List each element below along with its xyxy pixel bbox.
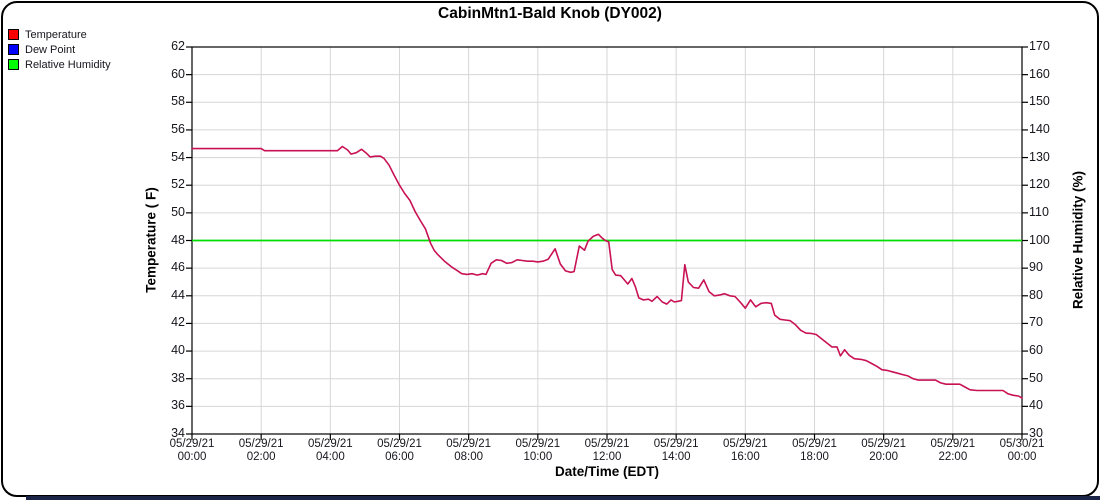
x-axis-title: Date/Time (EDT) (554, 464, 660, 479)
x-tick-time: 00:00 (1007, 451, 1037, 463)
left-axis-tick-label: 38 (171, 370, 185, 385)
legend-swatch-icon (8, 44, 19, 55)
left-axis-tick-label: 60 (171, 66, 185, 81)
left-axis-tick-label: 52 (171, 177, 185, 192)
x-axis-tick-label: 05/29/21 16:00 (705, 438, 785, 464)
x-axis-tick-label: 05/29/21 12:00 (567, 438, 647, 464)
x-tick-time: 06:00 (385, 451, 414, 463)
x-axis-tick-label: 05/29/21 00:00 (152, 438, 232, 464)
right-axis-tick-label: 110 (1029, 204, 1049, 219)
left-axis-tick-label: 50 (171, 204, 185, 219)
x-tick-date: 05/29/21 (930, 438, 976, 450)
x-tick-time: 04:00 (315, 451, 345, 463)
right-axis-tick-label: 50 (1029, 370, 1043, 385)
legend-item: Relative Humidity (8, 57, 111, 72)
legend-label: Temperature (25, 28, 87, 41)
chart-title: CabinMtn1-Bald Knob (DY002) (438, 5, 662, 22)
x-axis-tick-label: 05/29/21 06:00 (360, 438, 440, 464)
right-axis-tick-label: 140 (1029, 121, 1050, 136)
x-tick-time: 00:00 (177, 451, 207, 463)
x-tick-date: 05/29/21 (861, 438, 907, 450)
x-axis-tick-label: 05/29/21 04:00 (290, 438, 370, 464)
x-tick-date: 05/29/21 (792, 438, 837, 450)
x-tick-date: 05/29/21 (515, 438, 561, 450)
left-axis-tick-label: 44 (171, 287, 185, 302)
left-axis-tick-label: 34 (171, 426, 185, 440)
x-axis-tick-label: 05/29/21 20:00 (844, 438, 924, 464)
x-tick-time: 20:00 (869, 451, 899, 463)
x-tick-date: 05/29/21 (446, 438, 492, 450)
x-tick-time: 10:00 (523, 451, 553, 463)
x-tick-date: 05/29/21 (238, 438, 284, 450)
right-axis-tick-label: 90 (1029, 260, 1043, 275)
x-tick-date: 05/29/21 (307, 438, 353, 450)
left-axis-tick-label: 56 (171, 121, 185, 136)
left-axis-tick-label: 40 (171, 343, 185, 358)
x-tick-time: 16:00 (730, 451, 760, 463)
x-tick-date: 05/30/21 (999, 438, 1045, 450)
x-tick-date: 05/29/21 (722, 438, 768, 450)
left-axis-tick-label: 62 (171, 39, 185, 53)
x-tick-date: 05/29/21 (377, 438, 422, 450)
x-tick-date: 05/29/21 (653, 438, 699, 450)
left-axis-tick-label: 36 (171, 398, 185, 413)
x-tick-date: 05/29/21 (584, 438, 630, 450)
x-axis-tick-label: 05/29/21 08:00 (429, 438, 509, 464)
right-axis-tick-label: 40 (1029, 398, 1043, 413)
right-axis-tick-label: 170 (1029, 39, 1050, 53)
left-axis-tick-label: 46 (171, 260, 185, 275)
legend-label: Relative Humidity (25, 58, 111, 71)
x-tick-time: 18:00 (800, 451, 829, 463)
x-tick-time: 14:00 (661, 451, 691, 463)
x-axis-tick-label: 05/29/21 14:00 (636, 438, 716, 464)
x-tick-time: 08:00 (454, 451, 484, 463)
bottom-window-edge (26, 496, 1100, 500)
right-axis-tick-label: 120 (1029, 177, 1050, 192)
x-axis-tick-label: 05/30/21 00:00 (982, 438, 1062, 464)
chart-legend: Temperature Dew Point Relative Humidity (8, 27, 111, 72)
right-axis-tick-label: 80 (1029, 287, 1043, 302)
right-axis-tick-label: 150 (1029, 94, 1050, 109)
x-tick-time: 22:00 (938, 451, 968, 463)
right-axis-tick-label: 100 (1029, 232, 1050, 247)
x-tick-date: 05/29/21 (169, 438, 215, 450)
right-axis-tick-label: 130 (1029, 149, 1050, 164)
x-axis-tick-label: 05/29/21 18:00 (775, 438, 855, 464)
right-axis-tick-label: 60 (1029, 343, 1043, 358)
right-axis-tick-label: 30 (1029, 426, 1043, 440)
left-axis-tick-label: 48 (171, 232, 185, 247)
left-axis-tick-label: 58 (171, 94, 185, 109)
legend-swatch-icon (8, 59, 19, 70)
temperature-line (191, 145, 1023, 399)
right-axis-tick-label: 70 (1029, 315, 1043, 330)
left-axis-tick-label: 42 (171, 315, 185, 330)
x-axis-tick-label: 05/29/21 02:00 (221, 438, 301, 464)
x-tick-time: 12:00 (592, 451, 622, 463)
legend-swatch-icon (8, 29, 19, 40)
x-axis-tick-label: 05/29/21 10:00 (498, 438, 578, 464)
legend-item: Temperature (8, 27, 111, 42)
right-axis-tick-label: 160 (1029, 66, 1050, 81)
legend-item: Dew Point (8, 42, 111, 57)
x-axis-tick-label: 05/29/21 22:00 (913, 438, 993, 464)
x-tick-time: 02:00 (246, 451, 276, 463)
legend-label: Dew Point (25, 43, 76, 56)
left-axis-tick-label: 54 (171, 149, 185, 164)
